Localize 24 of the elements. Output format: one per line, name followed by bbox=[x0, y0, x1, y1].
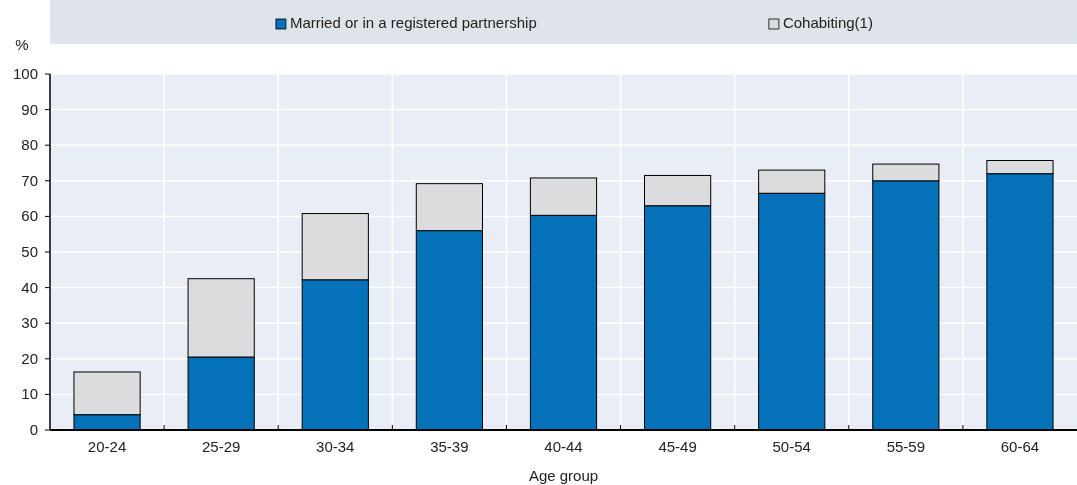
x-tick-label: 60-64 bbox=[1000, 438, 1040, 455]
y-tick-label: 90 bbox=[21, 100, 38, 118]
y-tick-label: 10 bbox=[21, 385, 38, 403]
y-tick-label: 70 bbox=[21, 171, 38, 189]
x-tick-label: 55-59 bbox=[886, 438, 926, 455]
x-axis-title: Age group bbox=[528, 467, 599, 484]
x-tick-label: 35-39 bbox=[430, 438, 469, 455]
y-tick-label: 40 bbox=[21, 278, 38, 296]
x-tick-label: 25-29 bbox=[201, 438, 241, 455]
legend-label: Cohabiting(1) bbox=[782, 14, 873, 31]
y-tick-label: 0 bbox=[29, 421, 38, 438]
x-tick-label: 45-49 bbox=[658, 438, 697, 455]
y-tick-label: 50 bbox=[21, 243, 38, 260]
y-tick-label: 100 bbox=[12, 65, 38, 82]
y-tick-label: 80 bbox=[21, 136, 38, 154]
x-tick-label: 20-24 bbox=[87, 438, 127, 455]
y-axis-title: % bbox=[15, 36, 29, 53]
x-tick-label: 50-54 bbox=[772, 438, 811, 455]
y-tick-label: 30 bbox=[21, 314, 38, 332]
x-tick-label: 30-34 bbox=[316, 438, 355, 455]
legend-label: Married or in a registered partnership bbox=[289, 14, 537, 31]
x-tick-label: 40-44 bbox=[544, 438, 583, 455]
y-tick-label: 60 bbox=[21, 207, 38, 225]
y-tick-label: 20 bbox=[21, 349, 38, 367]
